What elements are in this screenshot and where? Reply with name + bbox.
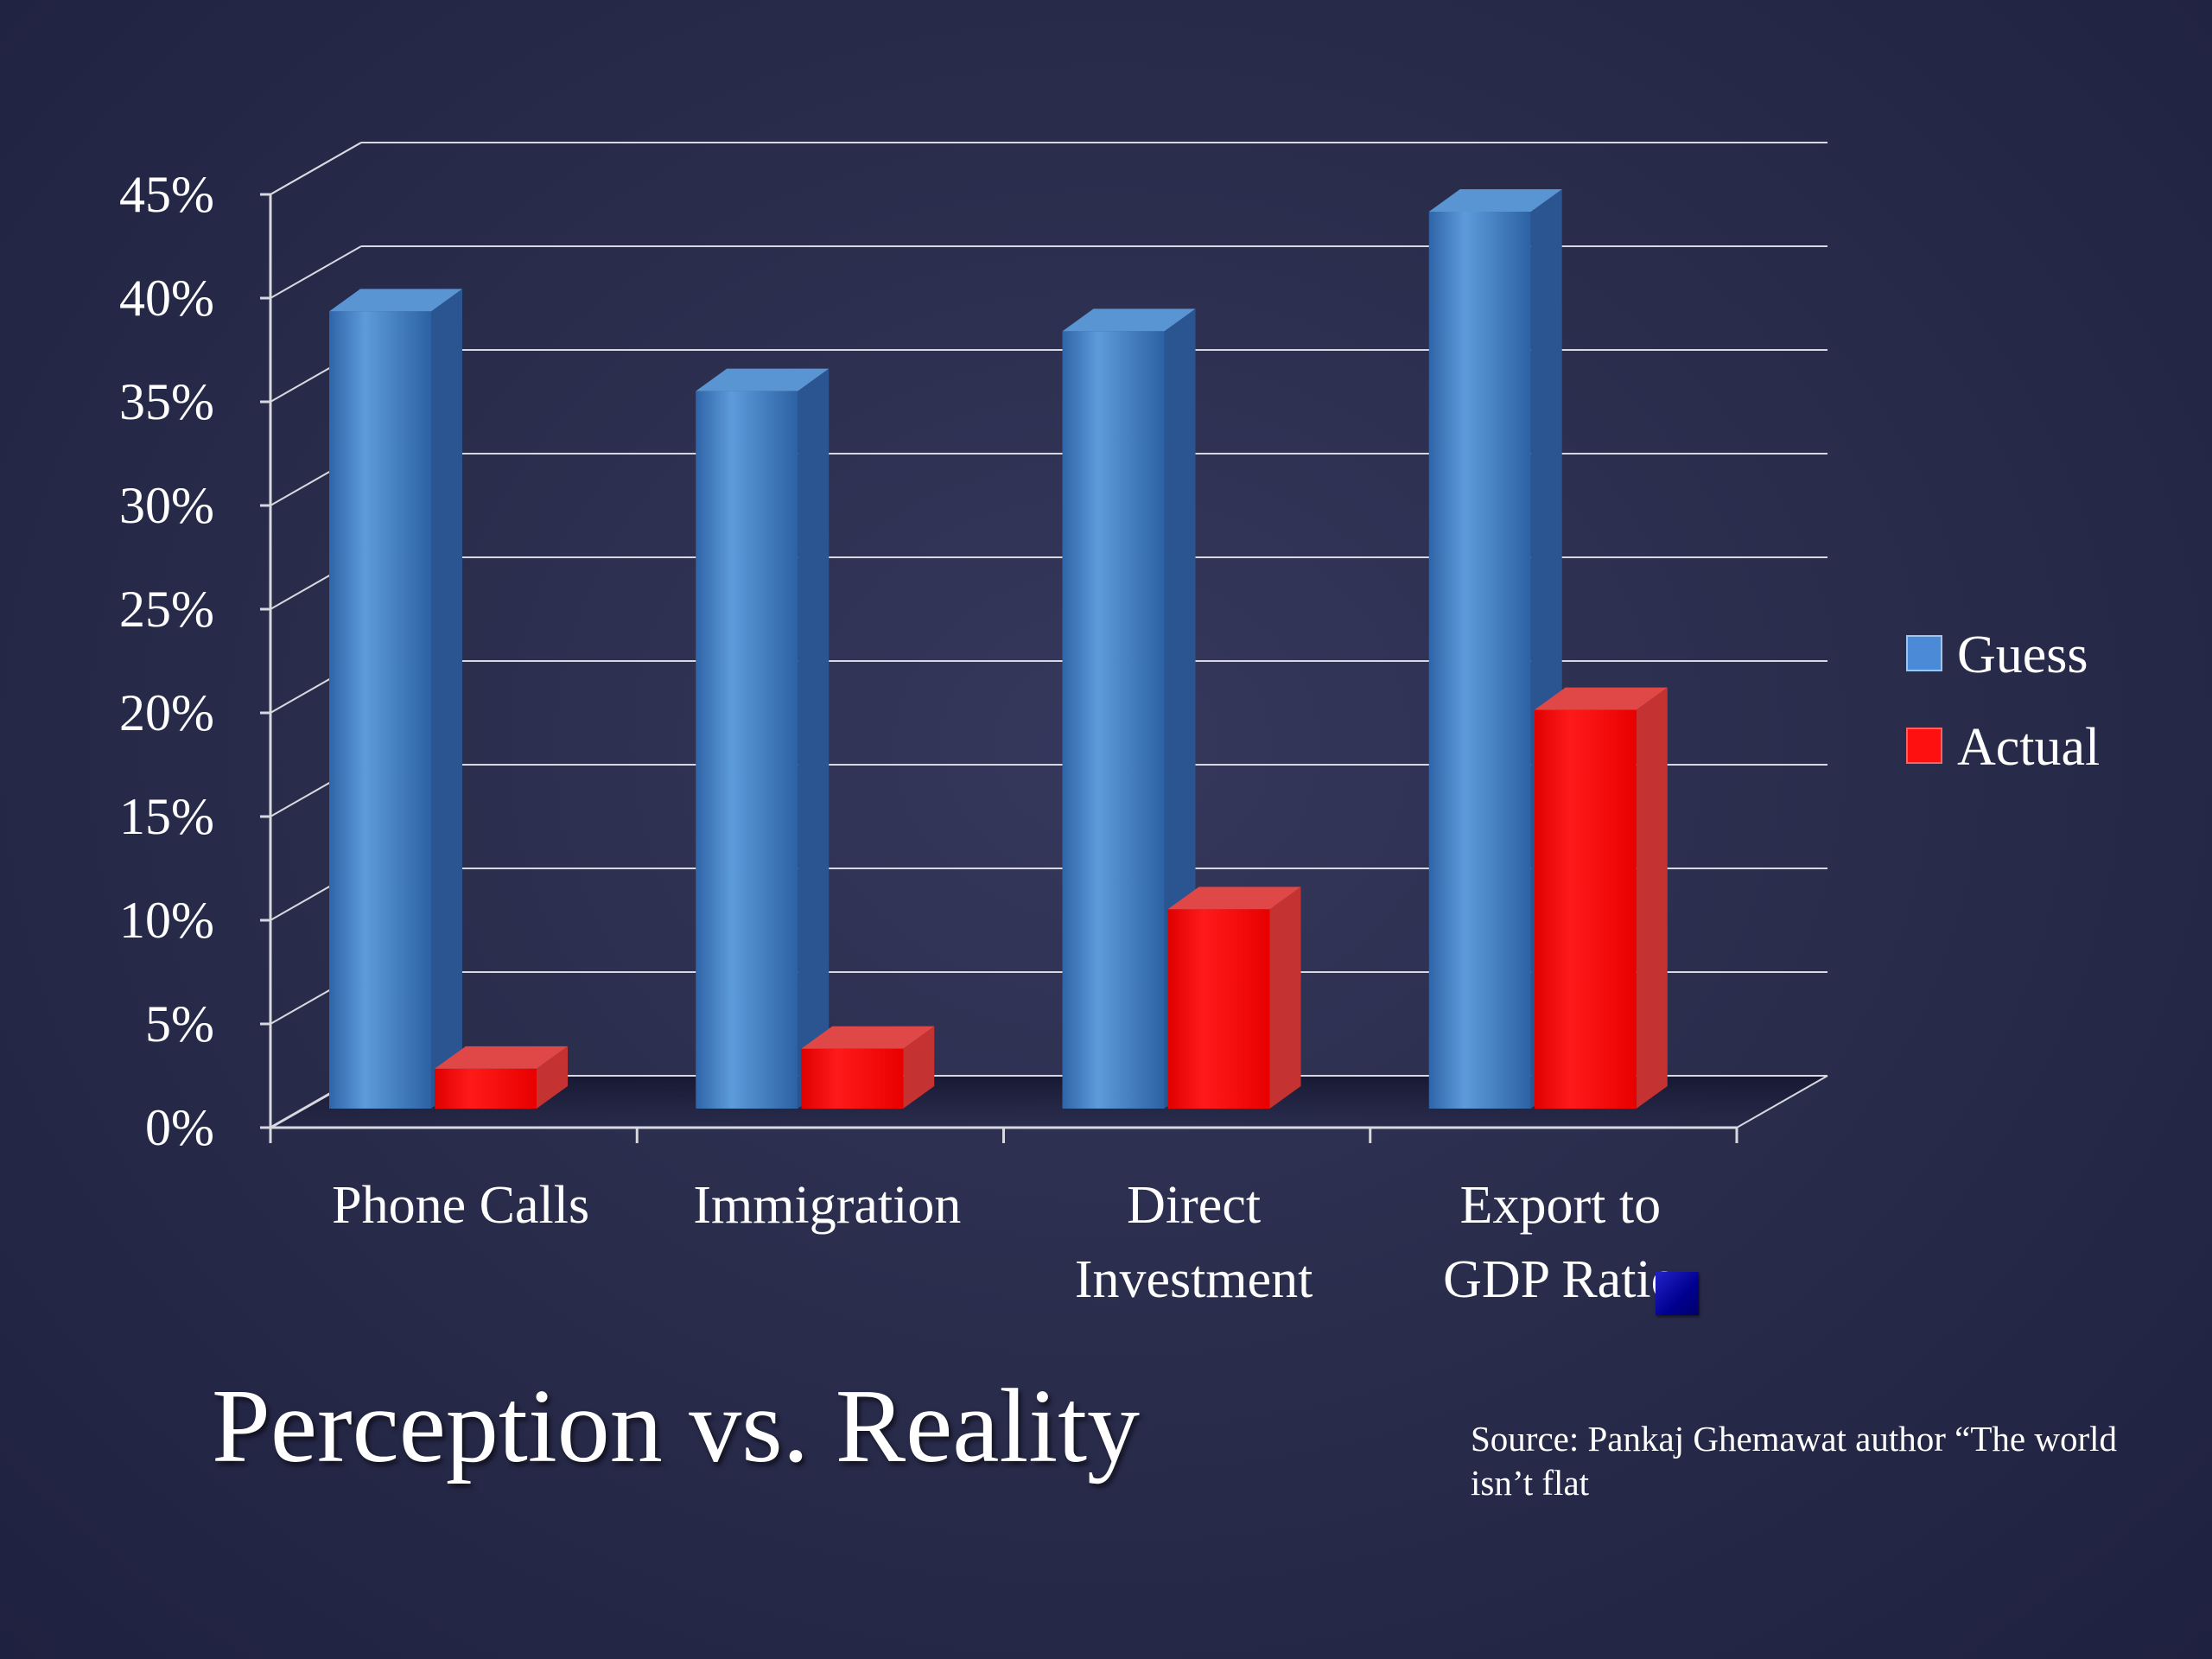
y-tick-label: 5% xyxy=(145,995,214,1052)
bar-front xyxy=(435,1068,537,1109)
bar-side xyxy=(431,289,462,1109)
bar-actual-2 xyxy=(1167,887,1301,1109)
legend: Guess Actual xyxy=(1906,626,2100,777)
bar-top xyxy=(1428,189,1562,212)
x-category-label: Export to xyxy=(1460,1176,1661,1235)
legend-swatch-actual xyxy=(1906,728,1942,764)
bar-front xyxy=(329,311,431,1109)
y-tick-label: 45% xyxy=(119,166,214,223)
bar-side xyxy=(798,368,830,1109)
bar-front xyxy=(696,391,798,1109)
slide-title: Perception vs. Reality xyxy=(212,1368,1141,1484)
bars xyxy=(329,189,1668,1109)
axes xyxy=(260,193,1738,1143)
y-tick-label: 25% xyxy=(119,581,214,638)
x-category-label: Investment xyxy=(1075,1250,1313,1309)
bar-top xyxy=(1167,887,1301,910)
y-tick-label: 15% xyxy=(119,788,214,845)
legend-label-actual: Actual xyxy=(1957,718,2100,777)
bar-front xyxy=(1167,909,1270,1109)
y-tick-label: 40% xyxy=(119,270,214,327)
bar-side xyxy=(1636,687,1668,1109)
bar-side xyxy=(537,1046,568,1109)
bar-top xyxy=(435,1046,568,1069)
bar-front xyxy=(1534,709,1637,1109)
wall-top-edge xyxy=(270,142,362,195)
legend-label-guess: Guess xyxy=(1957,626,2088,684)
x-category-label: Phone Calls xyxy=(332,1176,589,1235)
bar-top xyxy=(329,289,462,312)
bar-actual-0 xyxy=(435,1046,568,1109)
legend-swatch-guess xyxy=(1906,635,1942,671)
bar-actual-1 xyxy=(801,1026,935,1109)
x-category-label: Immigration xyxy=(693,1176,961,1235)
bar-top xyxy=(801,1026,935,1049)
bar-guess-0 xyxy=(329,289,462,1109)
x-category-label: Direct xyxy=(1127,1176,1261,1235)
y-tick-label: 35% xyxy=(119,373,214,430)
y-tick-label: 10% xyxy=(119,892,214,949)
y-tick-label: 0% xyxy=(145,1099,214,1156)
bar-actual-3 xyxy=(1534,687,1668,1109)
floor-right-edge xyxy=(1736,1075,1828,1128)
blue-square-marker xyxy=(1656,1272,1699,1315)
bar-top xyxy=(1062,308,1196,332)
source-note: Source: Pankaj Ghemawat author “The worl… xyxy=(1471,1419,2118,1503)
bar-guess-1 xyxy=(696,368,830,1109)
bar-guess-2 xyxy=(1062,308,1196,1109)
bar-front xyxy=(801,1048,904,1109)
y-tick-label: 20% xyxy=(119,684,214,741)
gridline-side xyxy=(270,245,362,299)
y-tick-label: 30% xyxy=(119,477,214,534)
bar-top xyxy=(696,368,830,391)
bar-top xyxy=(1534,687,1668,710)
bar-front xyxy=(1428,212,1531,1109)
x-category-label: GDP Ratio xyxy=(1443,1250,1678,1309)
bar-side xyxy=(1269,887,1301,1109)
bar-front xyxy=(1062,331,1165,1109)
bar-side xyxy=(903,1026,935,1109)
